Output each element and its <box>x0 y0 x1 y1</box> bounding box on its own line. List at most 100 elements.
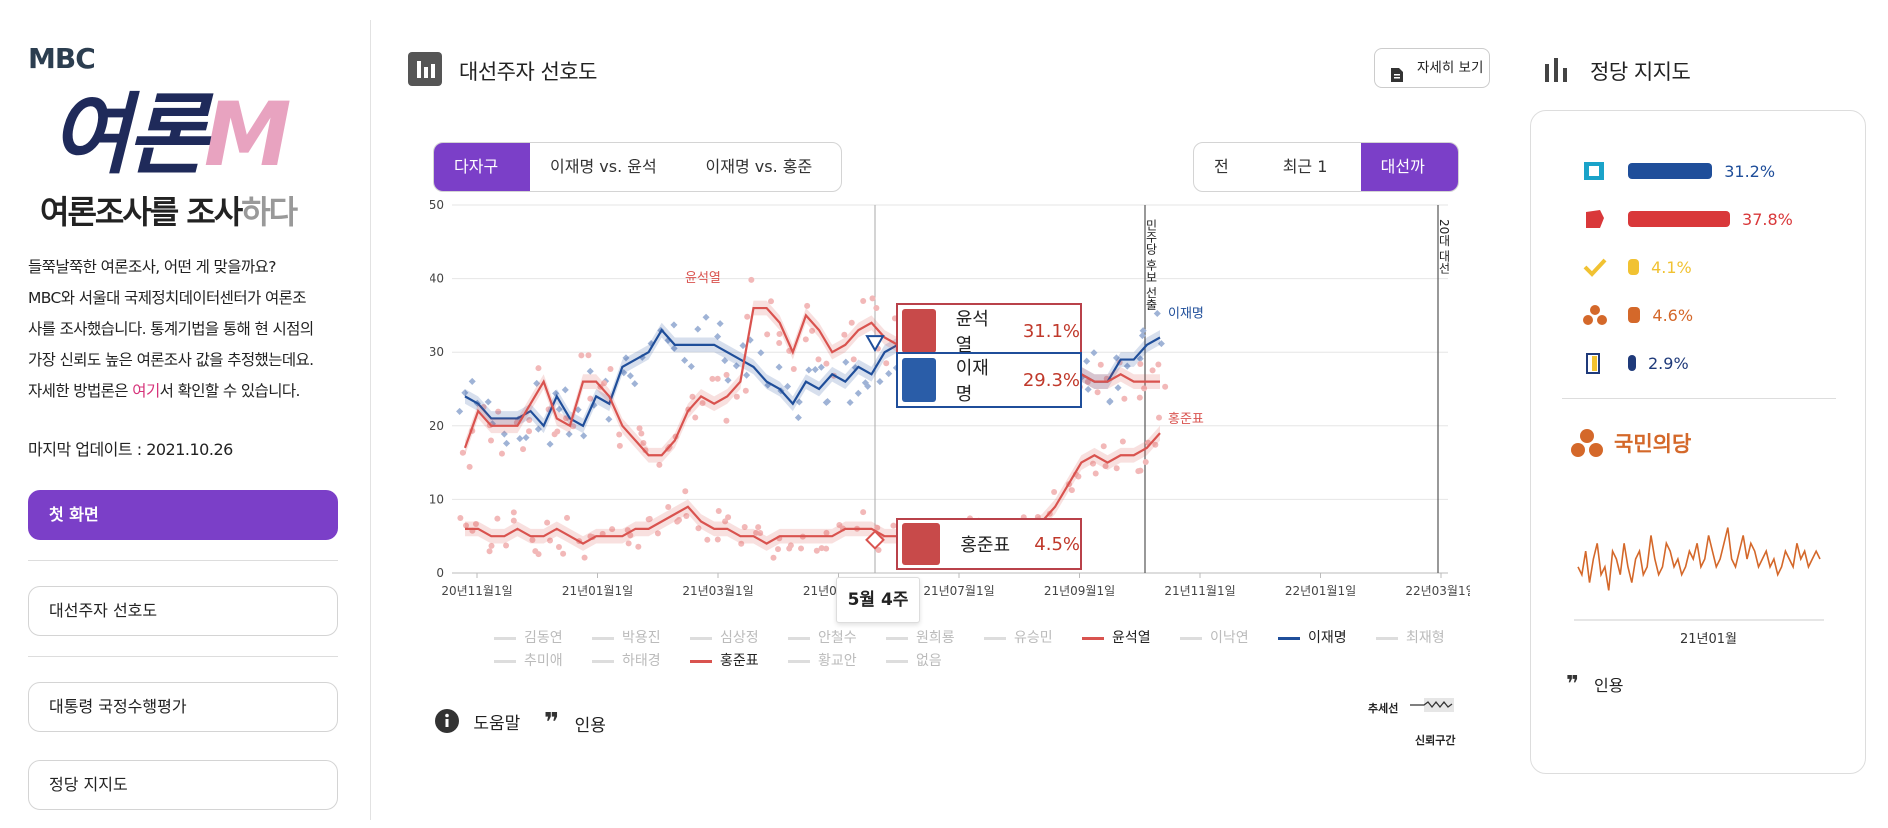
poll-point <box>570 423 577 430</box>
poll-point <box>805 366 813 374</box>
poll-point <box>770 554 777 561</box>
poll-point <box>457 514 464 521</box>
poll-point <box>813 547 820 554</box>
poll-point <box>635 543 642 550</box>
tooltip-name: 윤석열 <box>955 309 989 356</box>
party-row[interactable]: 4.6% <box>1582 302 1693 328</box>
y-tick-label: 0 <box>436 566 444 580</box>
poll-point <box>670 344 678 352</box>
poll-point <box>463 522 470 529</box>
tab-multi[interactable]: 다자구도 <box>434 143 531 191</box>
poll-point <box>622 354 630 362</box>
party-section-title: 정당 지지도 <box>1590 60 1691 84</box>
poll-point <box>714 536 721 543</box>
range-all[interactable]: 전체 <box>1214 157 1229 176</box>
poll-point <box>714 375 721 382</box>
divider <box>1562 398 1836 399</box>
peoples-party-logo <box>1570 426 1604 464</box>
nav-home-button[interactable]: 첫 화면 <box>28 490 338 540</box>
divider <box>28 560 338 561</box>
legend-item[interactable]: 하태경 <box>592 650 661 670</box>
party-cite-button[interactable]: ❞ 인용 <box>1566 672 1624 697</box>
cite-button[interactable]: ❞ 인용 <box>544 708 606 738</box>
legend-item[interactable]: 이낙연 <box>1180 627 1249 647</box>
open-democratic-logo <box>1582 352 1608 374</box>
poll-point <box>1100 443 1107 450</box>
poll-point <box>546 440 554 448</box>
quote-icon: ❞ <box>1566 672 1579 697</box>
poll-point <box>656 461 663 468</box>
poll-point <box>561 386 569 394</box>
justice-party-logo <box>1582 256 1608 278</box>
poll-point <box>748 276 755 283</box>
legend-item[interactable]: 윤석열 <box>1082 627 1151 647</box>
legend-item[interactable]: 황교안 <box>788 650 857 670</box>
poll-point <box>798 545 805 552</box>
poll-point <box>640 439 647 446</box>
logo-subtitle: 여론조사를 조사하다 <box>40 193 298 231</box>
poll-point <box>1114 384 1122 392</box>
legend-item[interactable]: 이재명 <box>1278 627 1347 647</box>
legend-item[interactable]: 원희룡 <box>886 627 955 647</box>
legend-item[interactable]: 심상정 <box>690 627 759 647</box>
poll-point <box>682 488 689 495</box>
poll-point <box>724 376 732 384</box>
legend-item[interactable]: 안철수 <box>788 627 857 647</box>
event-label: 민주당 후보 선출 <box>1144 219 1158 311</box>
range-to-election[interactable]: 대선까지 <box>1360 143 1458 191</box>
legend-item[interactable]: 최재형 <box>1376 627 1445 647</box>
tooltip-value: 31.1% <box>1022 320 1080 342</box>
poll-point <box>1152 441 1159 448</box>
nav-approval-button[interactable]: 대통령 국정수행평가 <box>28 682 338 732</box>
legend-item[interactable]: 추미애 <box>494 650 563 670</box>
poll-point <box>860 297 867 304</box>
tab-lee-vs-hong[interactable]: 이재명 vs. 홍준표 <box>705 157 813 176</box>
poll-point <box>768 298 775 305</box>
poll-point <box>510 517 517 524</box>
tooltip-name: 홍준표 <box>960 535 1011 556</box>
range-1year[interactable]: 최근 1년 <box>1282 157 1328 176</box>
party-row[interactable]: 37.8% <box>1582 206 1793 232</box>
poll-point <box>757 529 764 536</box>
poll-point <box>1102 463 1109 470</box>
poll-point <box>544 519 551 526</box>
ppp-logo <box>1582 208 1608 230</box>
legend-item[interactable]: 홍준표 <box>690 650 759 670</box>
legend-item[interactable]: 박용진 <box>592 627 661 647</box>
poll-point <box>601 380 608 387</box>
poll-point <box>563 415 570 422</box>
poll-point <box>510 509 517 516</box>
help-button[interactable]: 도움말 <box>434 708 520 734</box>
poll-point <box>695 525 702 532</box>
party-row[interactable]: 2.9% <box>1582 350 1689 376</box>
party-value: 4.1% <box>1651 257 1692 277</box>
poll-point <box>503 542 510 549</box>
poll-point <box>580 432 588 440</box>
party-row[interactable]: 31.2% <box>1582 158 1775 184</box>
poll-point <box>529 537 536 544</box>
poll-point <box>744 313 751 320</box>
poll-point <box>775 546 782 553</box>
poll-point <box>846 398 854 407</box>
poll-point <box>535 365 542 372</box>
intro-text: 들쭉날쭉한 여론조사, 어떤 게 맞을까요? MBC와 서울대 국제정치데이터센… <box>28 258 314 400</box>
tab-lee-vs-yoon[interactable]: 이재명 vs. 윤석열 <box>550 157 657 176</box>
document-icon <box>1389 60 1405 98</box>
nav-party-button[interactable]: 정당 지지도 <box>28 760 338 810</box>
legend-item[interactable]: 없음 <box>886 650 942 670</box>
poll-point <box>850 356 857 363</box>
poll-point <box>823 529 830 536</box>
peoples-party-logo <box>1582 304 1608 326</box>
nav-candidate-button[interactable]: 대선주자 선호도 <box>28 586 338 636</box>
party-sparkline <box>1574 527 1824 621</box>
poll-point <box>890 522 897 529</box>
party-row[interactable]: 4.1% <box>1582 254 1692 280</box>
detail-button[interactable]: 자세히 보기 <box>1374 48 1490 88</box>
legend-item[interactable]: 유승민 <box>984 627 1053 647</box>
service-logo[interactable]: 여론M 여론조사를 조사하다 <box>40 85 350 232</box>
legend-item[interactable]: 김동연 <box>494 627 563 647</box>
poll-point <box>1153 309 1161 318</box>
y-tick-label: 10 <box>430 492 444 506</box>
methodology-link[interactable]: 여기 <box>132 382 160 400</box>
mbc-logo[interactable]: MBC <box>28 42 96 75</box>
